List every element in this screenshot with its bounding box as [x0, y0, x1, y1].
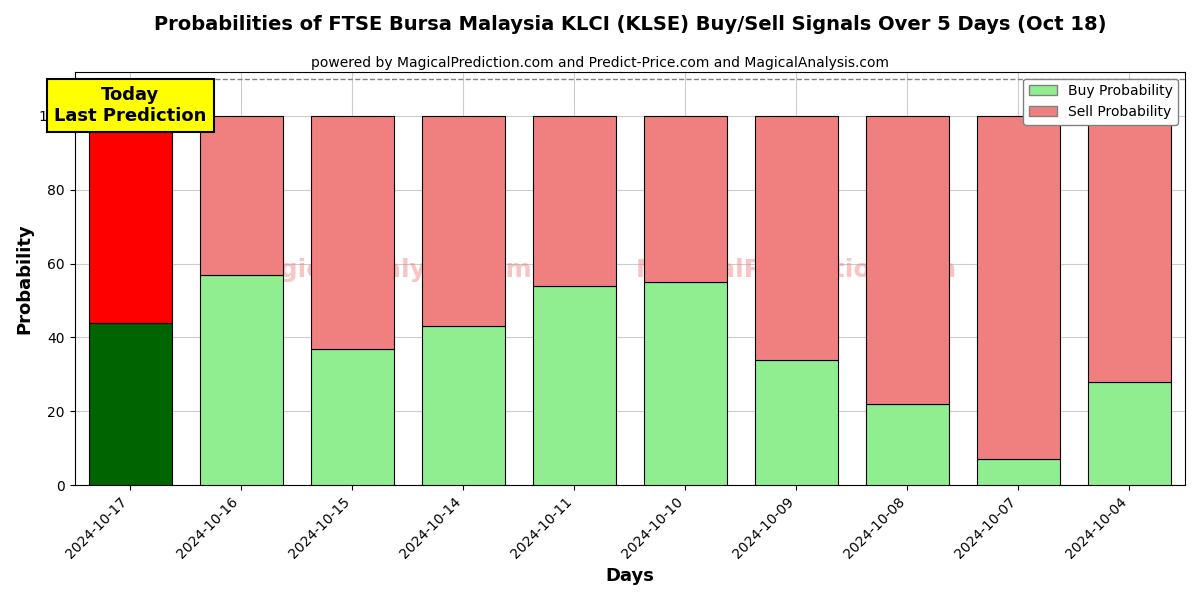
- Bar: [311, 116, 394, 349]
- Legend: Buy Probability, Sell Probability: Buy Probability, Sell Probability: [1024, 79, 1178, 125]
- Text: powered by MagicalPrediction.com and Predict-Price.com and MagicalAnalysis.com: powered by MagicalPrediction.com and Pre…: [311, 56, 889, 70]
- Y-axis label: Probability: Probability: [16, 223, 34, 334]
- Bar: [1088, 116, 1171, 382]
- Bar: [1088, 382, 1171, 485]
- Bar: [643, 282, 727, 485]
- Bar: [977, 116, 1060, 460]
- Bar: [89, 323, 172, 485]
- Bar: [199, 116, 283, 275]
- Bar: [755, 359, 838, 485]
- Bar: [89, 116, 172, 323]
- Bar: [865, 404, 949, 485]
- X-axis label: Days: Days: [605, 567, 654, 585]
- Text: MagicalAnalysis.com: MagicalAnalysis.com: [239, 258, 533, 282]
- Bar: [421, 326, 505, 485]
- Bar: [865, 116, 949, 404]
- Bar: [199, 275, 283, 485]
- Bar: [533, 286, 616, 485]
- Bar: [311, 349, 394, 485]
- Text: Today
Last Prediction: Today Last Prediction: [54, 86, 206, 125]
- Bar: [421, 116, 505, 326]
- Text: MagicalPrediction.com: MagicalPrediction.com: [636, 258, 958, 282]
- Title: Probabilities of FTSE Bursa Malaysia KLCI (KLSE) Buy/Sell Signals Over 5 Days (O: Probabilities of FTSE Bursa Malaysia KLC…: [154, 15, 1106, 34]
- Bar: [977, 460, 1060, 485]
- Bar: [533, 116, 616, 286]
- Bar: [755, 116, 838, 359]
- Bar: [643, 116, 727, 282]
